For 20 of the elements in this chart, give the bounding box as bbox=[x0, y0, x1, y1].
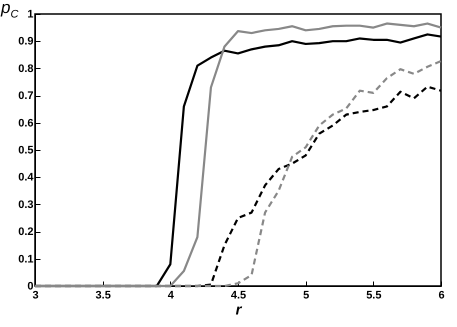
x-axis-title: r bbox=[236, 302, 243, 318]
x-tick-label: 5.5 bbox=[366, 290, 382, 302]
y-tick-label: 0.6 bbox=[18, 117, 34, 130]
y-tick-label: 0 bbox=[27, 280, 34, 292]
y-tick-label: 0.8 bbox=[18, 62, 34, 75]
x-tick-label: 6 bbox=[438, 290, 445, 302]
x-tick-label: 3 bbox=[32, 290, 39, 302]
y-tick-label: 0.2 bbox=[18, 226, 34, 238]
x-tick-label: 4.5 bbox=[230, 290, 246, 302]
x-tick-label: 5 bbox=[303, 290, 310, 302]
x-tick-label: 3.5 bbox=[96, 290, 111, 302]
y-tick-label: 0.3 bbox=[18, 198, 34, 211]
y-axis-title: p$_{C}$ bbox=[1, 0, 18, 20]
y-tick-label: 0.7 bbox=[18, 90, 34, 102]
y-tick-label: 0.9 bbox=[18, 36, 34, 48]
y-tick-label: 0.5 bbox=[18, 144, 34, 156]
y-tick-label: 0.1 bbox=[18, 253, 34, 266]
y-tick-label: 1 bbox=[27, 8, 34, 20]
x-tick-label: 4 bbox=[168, 290, 175, 302]
y-tick-label: 0.4 bbox=[18, 172, 34, 184]
